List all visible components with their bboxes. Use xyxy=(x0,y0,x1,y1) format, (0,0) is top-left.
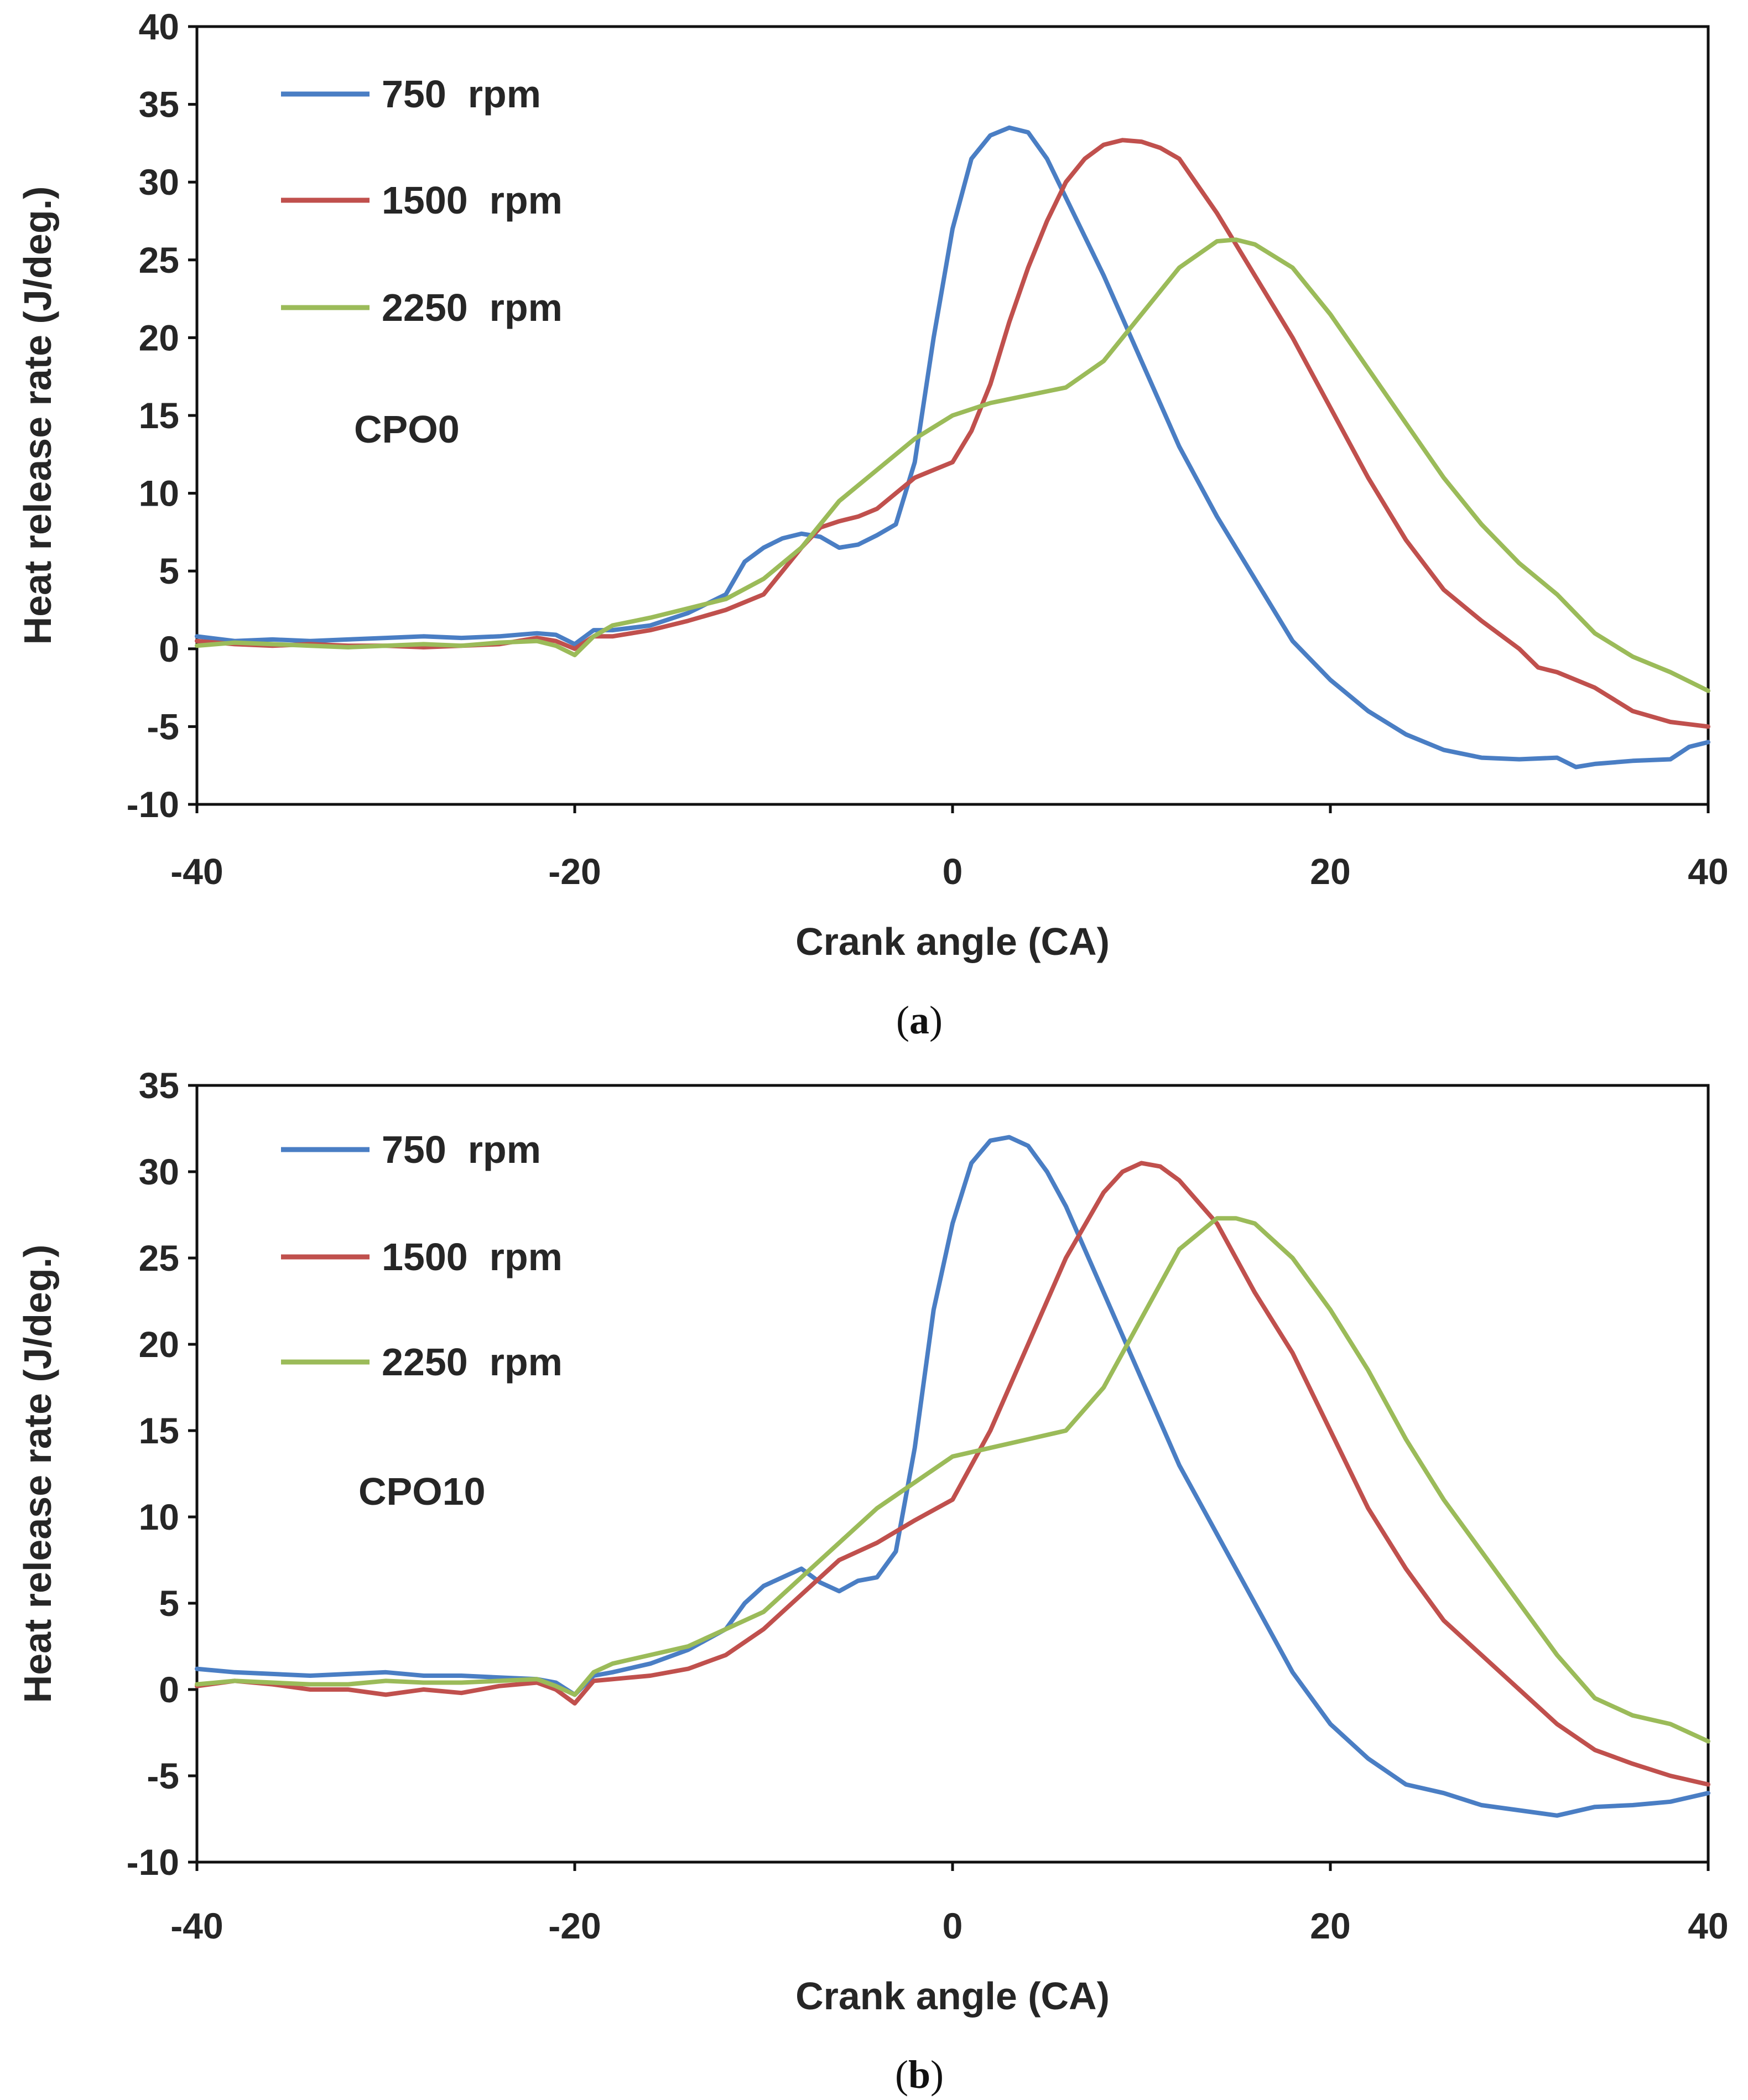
legend-entry-1500-rpm: 1500 rpm xyxy=(281,1235,563,1278)
y-axis-title: Heat release rate (J/deg.) xyxy=(16,1245,59,1703)
x-tick-label: -40 xyxy=(170,851,223,892)
series-line-750-rpm xyxy=(195,125,1710,770)
series-line-2250-rpm xyxy=(195,1216,1710,1744)
y-tick-label: 0 xyxy=(159,1669,179,1710)
x-tick-label: 40 xyxy=(1688,851,1728,892)
y-tick-label: 25 xyxy=(139,1238,179,1278)
y-tick-label: -10 xyxy=(127,784,179,825)
y-tick-label: 10 xyxy=(139,473,179,514)
x-tick-label: -20 xyxy=(548,851,601,892)
legend-label: 1500 rpm xyxy=(382,179,563,222)
x-tick-label: 0 xyxy=(943,851,963,892)
x-tick-label: 40 xyxy=(1688,1905,1728,1946)
y-tick-label: 5 xyxy=(159,1583,179,1624)
chart-b: -10 -5 0 5 10 15 20 25 30 35 -40 -20 0 20 40 Crank angl… xyxy=(16,1065,1729,2097)
legend-label: 2250 rpm xyxy=(382,1340,563,1384)
series-line-2250-rpm xyxy=(195,237,1710,693)
x-axis-title: Crank angle (CA) xyxy=(795,920,1110,963)
legend-label: 750 rpm xyxy=(382,1128,541,1171)
legend-label: 2250 rpm xyxy=(382,286,563,329)
y-tick-label: 30 xyxy=(139,162,179,202)
y-tick-label: -5 xyxy=(147,706,179,747)
series-line-1500-rpm xyxy=(195,1161,1710,1787)
y-tick-label: 10 xyxy=(139,1496,179,1537)
legend-label: 750 rpm xyxy=(382,72,541,116)
y-tick-label: 35 xyxy=(139,1065,179,1106)
y-tick-label: -5 xyxy=(147,1755,179,1796)
y-tick-label: 5 xyxy=(159,550,179,591)
y-tick-label: 35 xyxy=(139,84,179,125)
legend-entry-750-rpm: 750 rpm xyxy=(281,72,541,116)
x-tick-label: -20 xyxy=(548,1905,601,1946)
y-tick-label: 30 xyxy=(139,1151,179,1192)
x-tick-label: -40 xyxy=(170,1905,223,1946)
legend-entry-1500-rpm: 1500 rpm xyxy=(281,179,563,222)
x-axis-title: Crank angle (CA) xyxy=(795,1974,1110,2018)
legend-entry-750-rpm: 750 rpm xyxy=(281,1128,541,1171)
series-annotation: CPO10 xyxy=(358,1470,486,1513)
x-tick-label: 0 xyxy=(943,1905,963,1946)
x-tick-label: 20 xyxy=(1310,851,1350,892)
chart-a: -10 -5 0 5 10 15 20 25 30 35 40 -40 -20 0 20 40 Crank an… xyxy=(16,6,1729,1042)
y-tick-label: 20 xyxy=(139,317,179,358)
y-axis-title: Heat release rate (J/deg.) xyxy=(16,186,59,645)
figure-caption: (a) xyxy=(896,998,943,1042)
y-tick-label: 15 xyxy=(139,1410,179,1451)
y-tick-label: 40 xyxy=(139,6,179,47)
legend-entry-2250-rpm: 2250 rpm xyxy=(281,1340,563,1384)
legend-label: 1500 rpm xyxy=(382,1235,563,1278)
y-tick-label: -10 xyxy=(127,1842,179,1883)
y-tick-label: 15 xyxy=(139,395,179,436)
series-annotation: CPO0 xyxy=(354,408,460,451)
y-tick-label: 20 xyxy=(139,1324,179,1365)
figure-caption: (b) xyxy=(895,2052,944,2097)
x-tick-label: 20 xyxy=(1310,1905,1350,1946)
y-tick-label: 0 xyxy=(159,628,179,669)
series-line-1500-rpm xyxy=(195,138,1710,729)
legend-entry-2250-rpm: 2250 rpm xyxy=(281,286,563,329)
y-tick-label: 25 xyxy=(139,240,179,280)
